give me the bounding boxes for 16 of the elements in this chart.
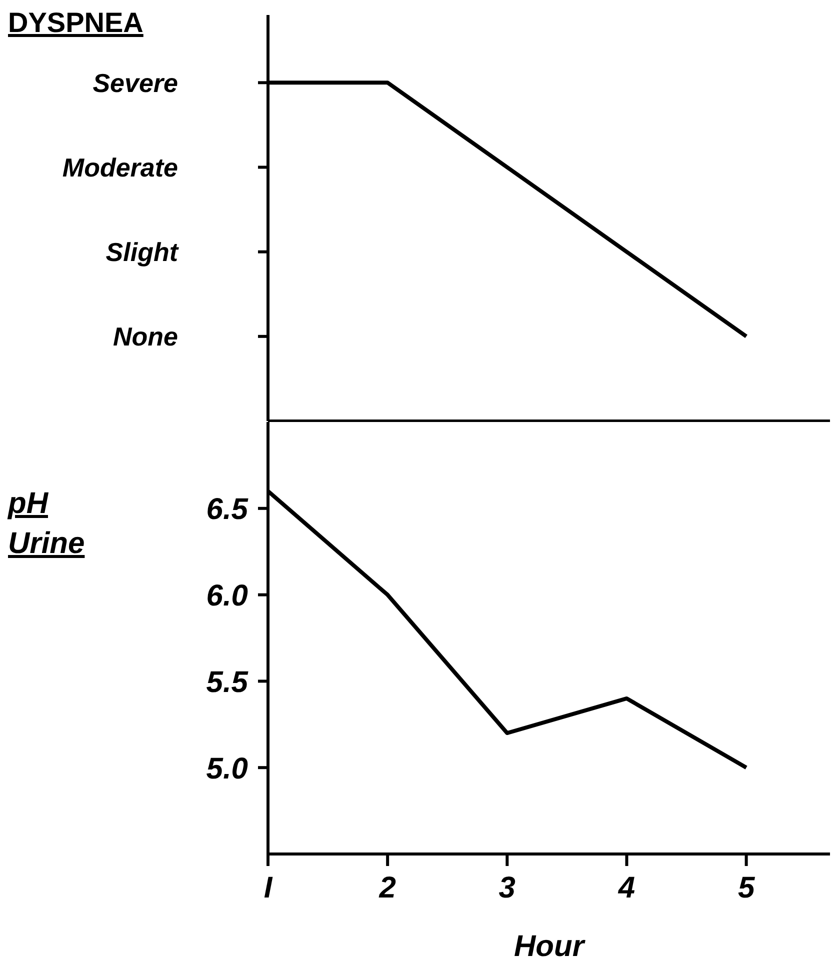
x-tick-label: 5 <box>738 871 756 904</box>
text: Severe <box>92 68 178 98</box>
text: Slight <box>106 237 180 268</box>
y-tick-label: 6.0 <box>206 579 248 612</box>
y-tick-label: 5.0 <box>206 752 248 786</box>
x-tick-label: 2 <box>378 871 396 904</box>
x-axis-title: Hour <box>514 930 586 963</box>
y-tick-label: 5.5 <box>206 666 250 699</box>
x-tick-label: 3 <box>498 871 516 904</box>
x-tick-label: 4 <box>617 871 636 904</box>
y-tick-label: 6.5 <box>206 493 250 526</box>
text: None <box>113 322 178 352</box>
text: Moderate <box>62 152 178 182</box>
y-axis-title: pH Urine <box>8 486 85 562</box>
y-axis-title: DYSPNEA <box>8 7 144 38</box>
x-tick-label: I <box>264 871 273 904</box>
